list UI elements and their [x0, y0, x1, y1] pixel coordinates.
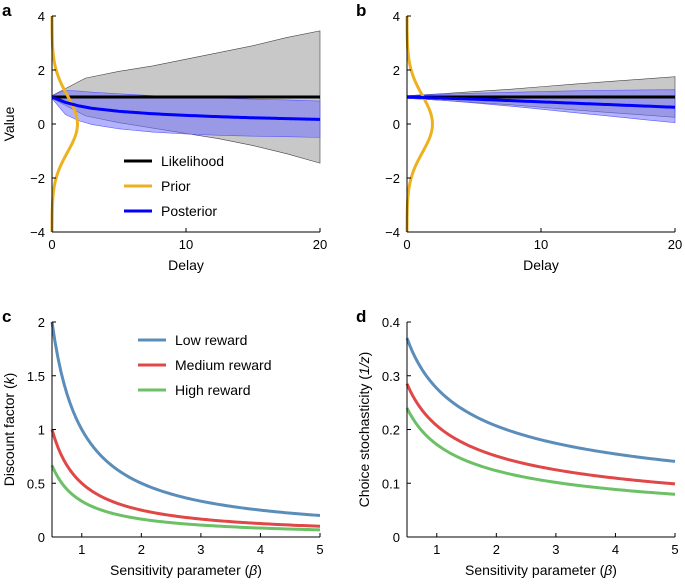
panel-c-y-tick-label: 0 [38, 530, 45, 545]
panel-c-x-tick-label: 5 [316, 542, 323, 557]
panel-d-x-tick-label: 1 [433, 542, 440, 557]
panel-d-x-tick-label: 2 [493, 542, 500, 557]
panel-d-high-reward-line [405, 407, 676, 496]
panel-c-x-tick-label: 2 [138, 542, 145, 557]
panel-c-x-tick-label: 3 [197, 542, 204, 557]
panel-c-y-tick-label: 0.5 [27, 476, 45, 491]
panel-c-y-tick-label: 2 [38, 315, 45, 330]
panel-d-y-tick-label: 0.3 [382, 369, 400, 384]
panel-a-x-tick-label: 20 [313, 237, 327, 252]
panel-b-x-tick-label: 20 [668, 237, 682, 252]
panel-d-y-tick-label: 0.2 [382, 423, 400, 438]
panel-b-y-tick-label: −4 [385, 225, 400, 240]
panel-a-y-tick-label: 4 [38, 9, 45, 24]
panel-d-x-tick-label: 3 [552, 542, 559, 557]
panel-c-y-axis-label: Discount factor (k) [1, 373, 17, 487]
panel-b-y-tick-label: −2 [385, 171, 400, 186]
panel-d-y-tick-label: 0.1 [382, 476, 400, 491]
panel-b-letter: b [356, 1, 366, 20]
panel-c-x-tick-label: 4 [257, 542, 264, 557]
panel-a-legend-label-posterior: Posterior [161, 203, 217, 219]
panel-a-prior-line [50, 16, 79, 232]
panel-a-x-tick-label: 10 [179, 237, 193, 252]
panel-b-y-tick-label: 0 [393, 117, 400, 132]
panel-a-legend-label-prior: Prior [161, 178, 191, 194]
panel-b-x-axis-label: Delay [523, 257, 559, 273]
panel-a-legend-label-likelihood: Likelihood [161, 153, 224, 169]
panel-c-high-reward-line [50, 464, 321, 532]
panel-d-medium-reward-line [405, 383, 676, 486]
panel-d-y-axis-label: Choice stochasticity (1/z) [356, 352, 372, 508]
panel-d-letter: d [356, 307, 366, 326]
panel-b-prior-line [405, 16, 434, 232]
panel-c-y-tick-label: 1.5 [27, 369, 45, 384]
panel-d-x-axis-label: Sensitivity parameter (β) [465, 562, 617, 578]
panel-d-x-tick-label: 5 [671, 542, 678, 557]
panel-b-y-tick-label: 4 [393, 9, 400, 24]
panel-a-y-tick-label: 0 [38, 117, 45, 132]
panel-c-x-axis-label: Sensitivity parameter (β) [110, 562, 262, 578]
panel-c-legend-label-high-reward: High reward [175, 382, 250, 398]
panel-c-legend-label-low-reward: Low reward [175, 332, 247, 348]
panel-d-y-tick-label: 0 [393, 530, 400, 545]
panel-b-x-tick-label: 10 [534, 237, 548, 252]
panel-c-letter: c [2, 307, 11, 326]
panel-d-low-reward-line [405, 337, 676, 463]
panel-b-y-tick-label: 2 [393, 63, 400, 78]
panel-c-legend-label-medium-reward: Medium reward [175, 357, 271, 373]
panel-b-posterior-line [406, 95, 676, 109]
panel-b-x-tick-label: 0 [403, 237, 410, 252]
panel-d-y-tick-label: 0.4 [382, 315, 400, 330]
panel-c-x-tick-label: 1 [78, 542, 85, 557]
panel-a-posterior-line [51, 95, 321, 121]
panel-a-y-tick-label: −2 [30, 171, 45, 186]
panel-a-letter: a [2, 1, 12, 20]
panel-a-y-axis-label: Value [1, 106, 17, 141]
panel-a-x-tick-label: 0 [48, 237, 55, 252]
panel-c-low-reward-line [50, 321, 321, 517]
panel-a-y-tick-label: 2 [38, 63, 45, 78]
panel-a-x-axis-label: Delay [168, 257, 204, 273]
panel-d-x-tick-label: 4 [612, 542, 619, 557]
panel-c-y-tick-label: 1 [38, 423, 45, 438]
panel-c-medium-reward-line [50, 429, 321, 528]
panel-a-y-tick-label: −4 [30, 225, 45, 240]
